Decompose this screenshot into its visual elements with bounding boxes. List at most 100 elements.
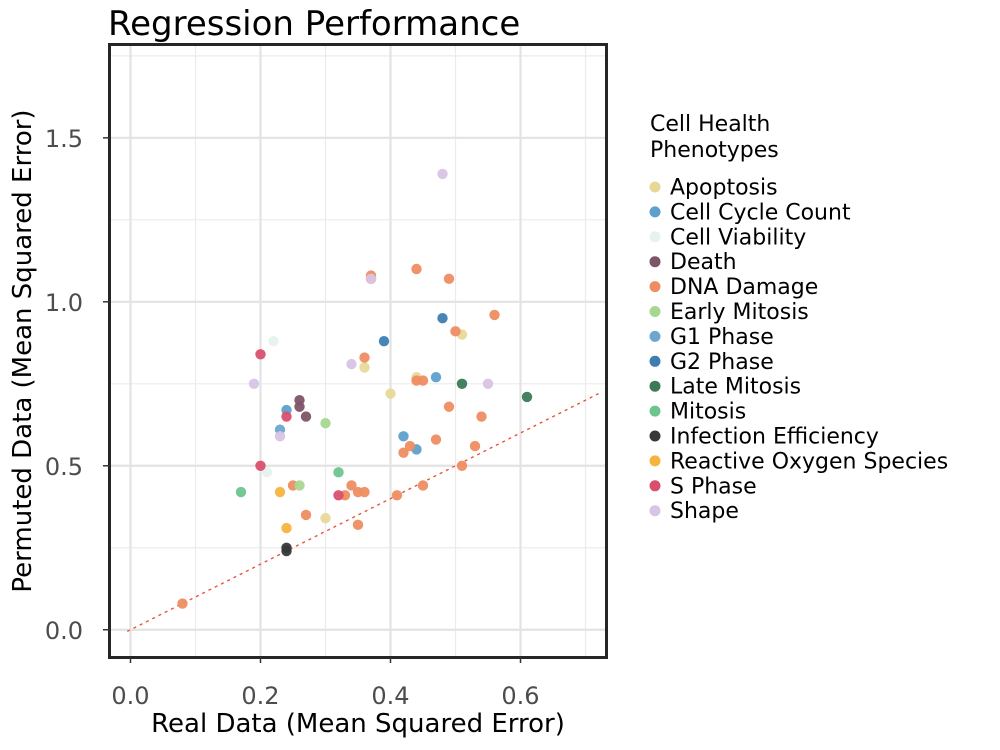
legend-label: Reactive Oxygen Species	[670, 449, 948, 474]
point-dna-damage	[411, 263, 422, 275]
legend-item-g2-phase: G2 Phase	[649, 350, 774, 375]
legend-label: G2 Phase	[670, 350, 774, 375]
point-s-phase	[255, 460, 266, 471]
legend-label: Early Mitosis	[670, 300, 809, 325]
identity-line	[126, 393, 599, 633]
legend-label: S Phase	[670, 474, 757, 499]
legend-marker	[649, 231, 661, 243]
point-dna-damage	[443, 273, 455, 285]
legend-item-shape: Shape	[649, 499, 739, 524]
point-cell-cycle-count	[430, 372, 442, 383]
point-shape	[274, 431, 286, 442]
point-dna-damage	[398, 447, 409, 458]
legend-marker	[649, 380, 661, 392]
legend-label: Cell Cycle Count	[670, 200, 851, 225]
grid-lines	[111, 46, 605, 656]
point-reactive-oxygen-species	[274, 486, 286, 498]
legend-label: G1 Phase	[670, 325, 774, 350]
legend-item-reactive-oxygen-species: Reactive Oxygen Species	[649, 449, 948, 474]
legend-item-cell-viability: Cell Viability	[649, 225, 806, 250]
point-dna-damage	[359, 352, 370, 363]
point-early-mitosis	[320, 417, 331, 429]
legend-title-line1: Cell Health	[650, 112, 770, 137]
legend-label: Mitosis	[670, 400, 746, 425]
point-shape	[248, 378, 260, 389]
point-dna-damage	[300, 509, 312, 521]
chart-title: Regression Performance	[108, 4, 520, 44]
point-dna-damage	[450, 326, 461, 337]
point-s-phase	[333, 490, 344, 501]
legend-label: Apoptosis	[670, 176, 778, 201]
legend-label: Shape	[670, 499, 739, 524]
x-tick-label: 0.0	[111, 682, 149, 710]
point-shape	[437, 168, 448, 180]
point-g2-phase	[378, 335, 390, 347]
identity-reference-line	[126, 393, 599, 633]
point-dna-damage	[443, 401, 455, 412]
point-dna-damage	[404, 440, 416, 452]
legend-item-death: Death	[649, 250, 737, 275]
point-apoptosis	[359, 362, 370, 373]
legend-title-line2: Phenotypes	[650, 138, 779, 163]
y-tick-label: 1.0	[45, 289, 83, 317]
point-dna-damage	[417, 375, 429, 386]
point-mitosis	[333, 467, 344, 478]
point-late-mitosis	[456, 378, 468, 389]
legend-marker	[649, 430, 661, 442]
point-s-phase	[255, 349, 266, 360]
x-tick-label: 0.6	[501, 682, 539, 710]
point-early-mitosis	[294, 480, 305, 491]
point-dna-damage	[476, 411, 487, 422]
legend-item-s-phase: S Phase	[649, 474, 757, 499]
legend-item-infection-efficiency: Infection Efficiency	[649, 425, 879, 450]
legend-item-early-mitosis: Early Mitosis	[649, 300, 809, 325]
x-tick-label: 0.4	[371, 682, 409, 710]
legend-marker	[649, 281, 661, 293]
point-dna-damage	[346, 480, 357, 491]
point-g2-phase	[437, 313, 448, 324]
legend-label: Late Mitosis	[670, 375, 801, 400]
point-cell-cycle-count	[398, 431, 409, 442]
point-apoptosis	[385, 388, 396, 399]
point-cell-viability	[268, 335, 279, 347]
y-axis-title: Permuted Data (Mean Squared Error)	[8, 109, 38, 592]
point-s-phase	[281, 411, 292, 422]
y-tick-label: 1.5	[45, 125, 83, 153]
y-tick-label: 0.0	[45, 617, 83, 645]
point-infection-efficiency	[281, 542, 292, 553]
legend-marker	[649, 355, 661, 367]
y-axis-ticks: 0.0 0.5 1.0 1.5	[45, 125, 110, 645]
legend-marker	[649, 405, 661, 417]
point-cell-viability	[261, 467, 273, 478]
legend-marker	[649, 480, 661, 492]
point-apoptosis	[320, 513, 331, 524]
x-axis-title: Real Data (Mean Squared Error)	[151, 709, 565, 739]
legend-item-apoptosis: Apoptosis	[649, 176, 778, 201]
point-dna-damage	[417, 480, 429, 491]
point-dna-damage	[430, 434, 442, 445]
legend-marker	[649, 330, 661, 342]
legend-marker	[649, 455, 661, 467]
y-tick-label: 0.5	[45, 453, 83, 481]
point-dna-damage	[489, 309, 500, 321]
point-dna-damage	[177, 598, 188, 609]
legend-label: Death	[670, 250, 737, 275]
point-dna-damage	[352, 519, 364, 531]
point-reactive-oxygen-species	[281, 522, 292, 534]
point-shape	[365, 273, 377, 285]
point-death	[300, 411, 312, 422]
point-death	[294, 394, 305, 406]
point-dna-damage	[456, 460, 468, 471]
legend-marker	[649, 306, 661, 317]
legend-item-mitosis: Mitosis	[649, 400, 746, 425]
legend-marker	[649, 181, 661, 193]
point-mitosis	[235, 486, 247, 498]
point-shape	[482, 378, 494, 389]
legend-marker	[649, 505, 661, 517]
legend-item-dna-damage: DNA Damage	[649, 275, 818, 300]
x-axis-ticks: 0.0 0.2 0.4 0.6	[111, 657, 540, 710]
point-dna-damage	[469, 440, 481, 452]
